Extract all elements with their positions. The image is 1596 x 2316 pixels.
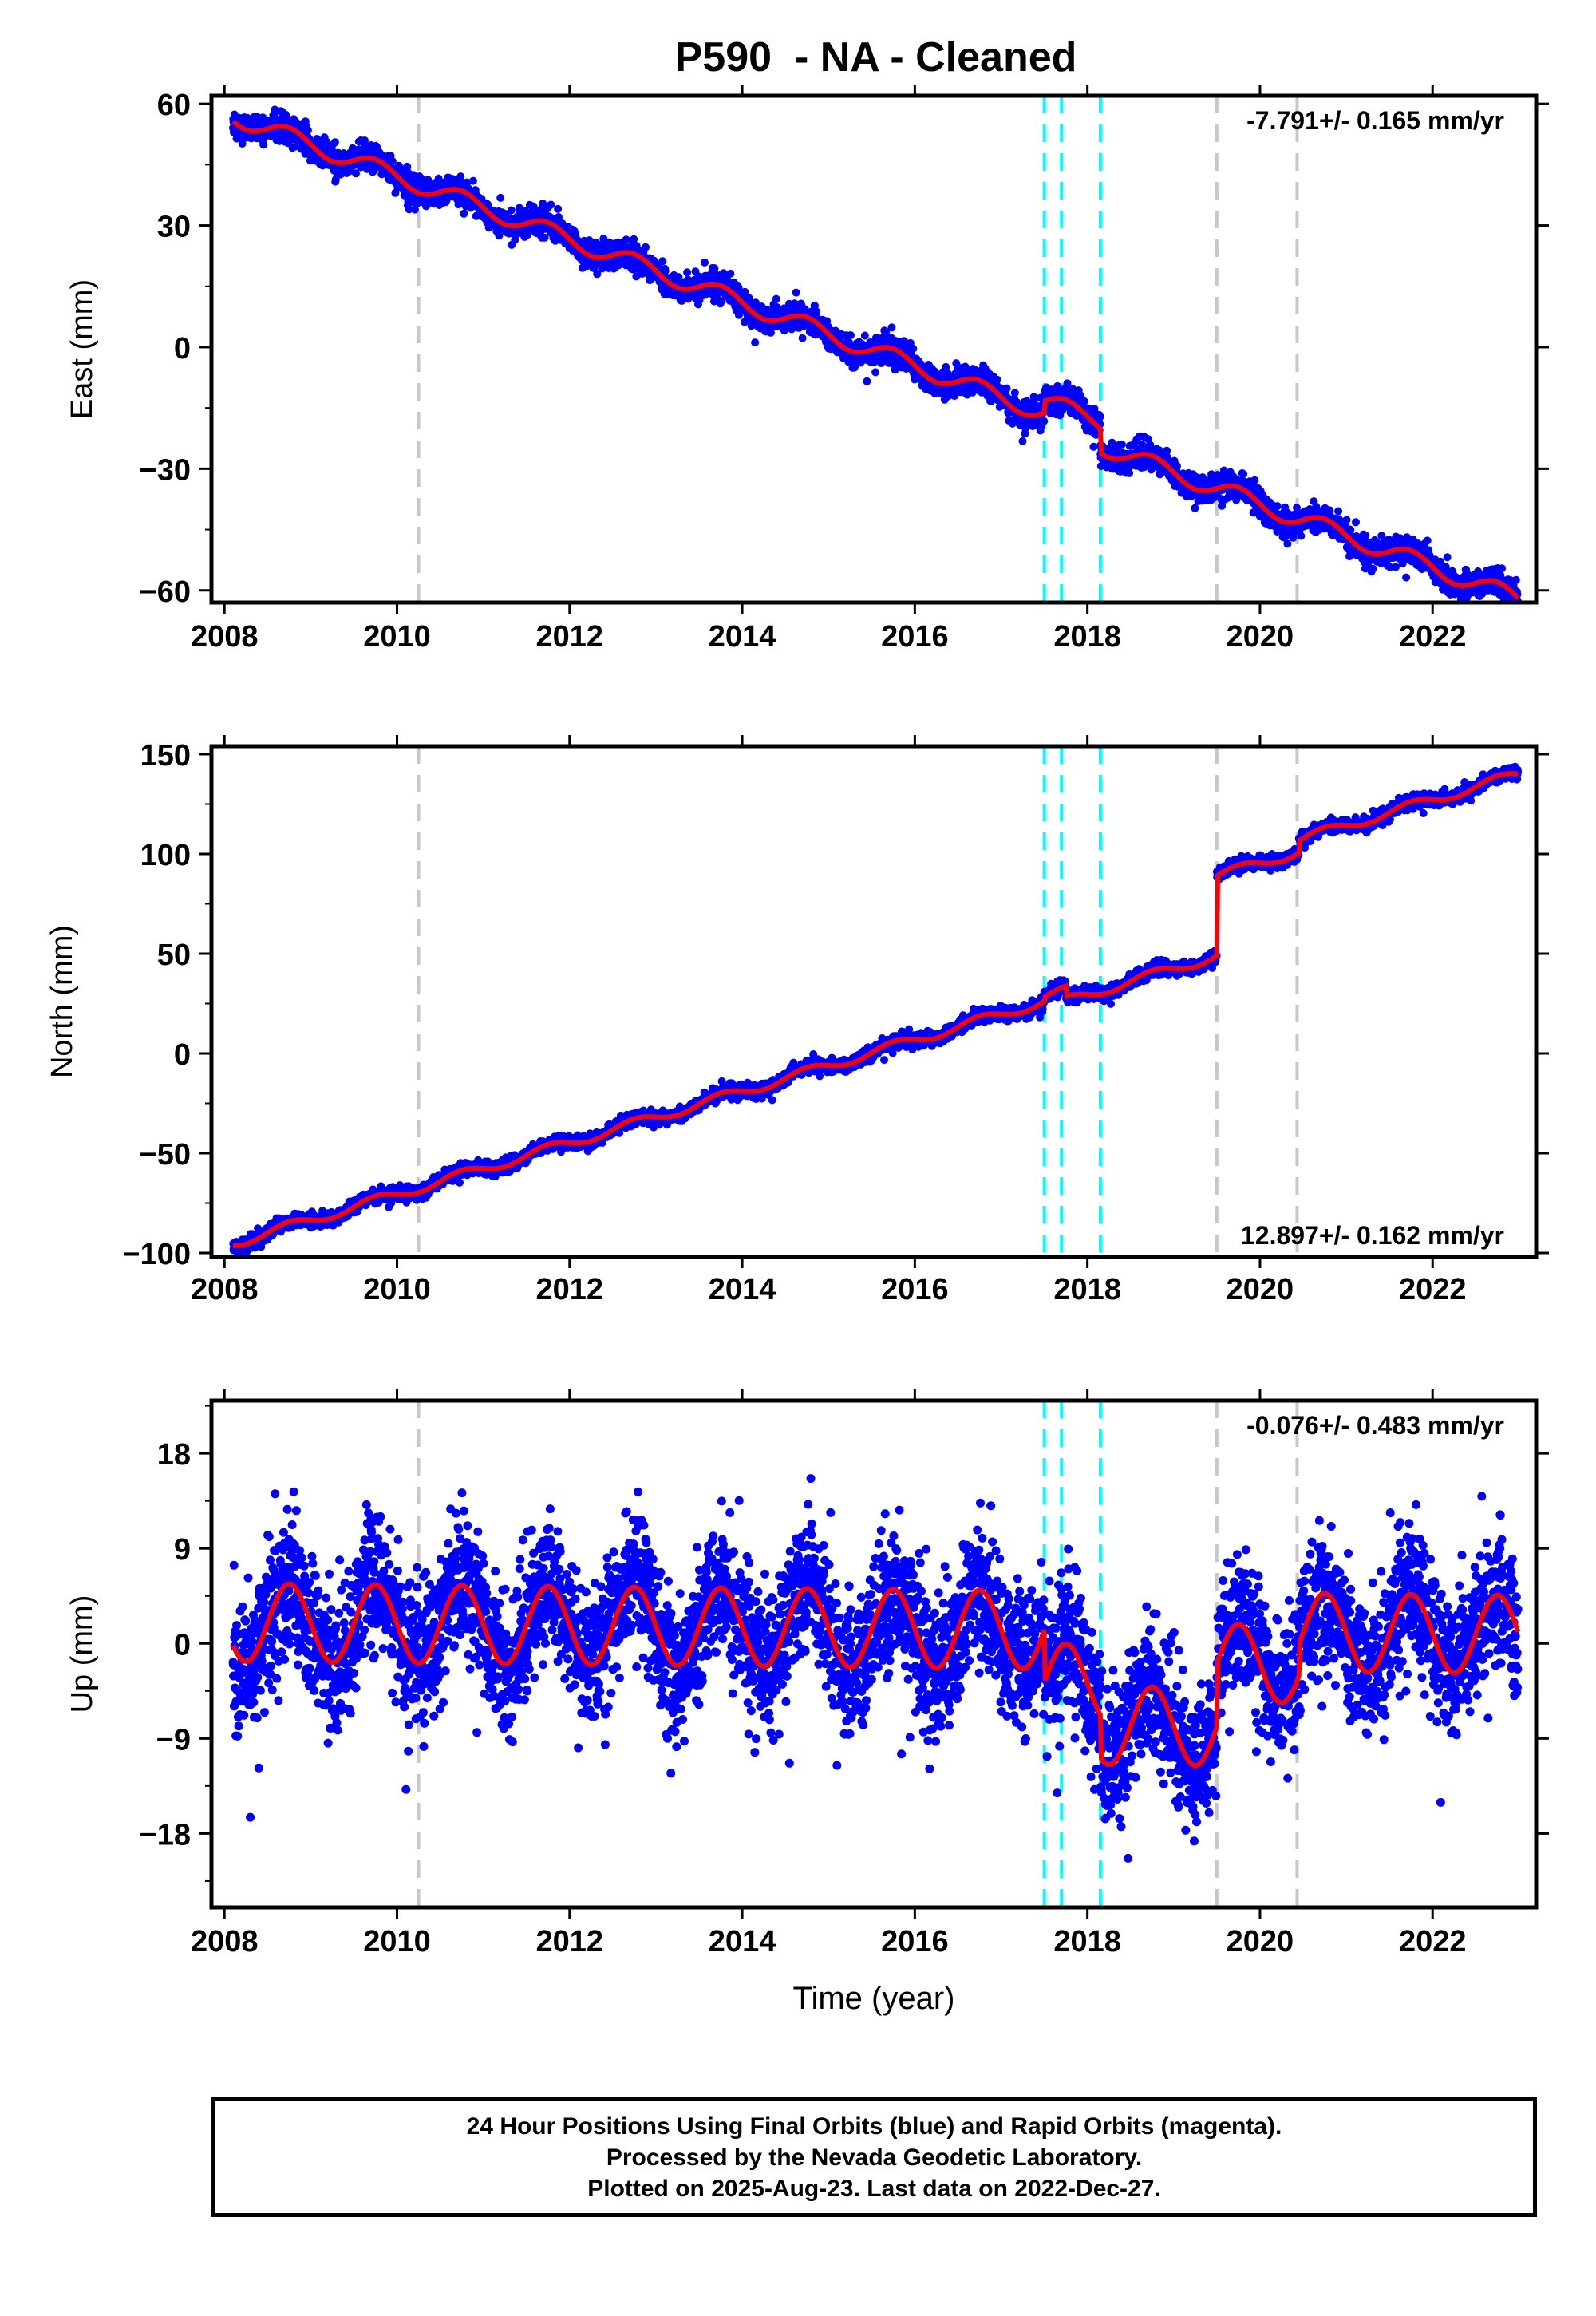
data-point: [909, 344, 918, 353]
data-point: [701, 258, 709, 267]
data-point: [1096, 413, 1104, 421]
data-point: [863, 377, 871, 385]
data-point: [322, 137, 330, 146]
data-point: [1369, 564, 1377, 573]
data-point: [642, 243, 650, 251]
data-point: [1010, 389, 1019, 397]
data-point: [507, 206, 516, 215]
data-point: [1117, 440, 1126, 449]
data-point: [1402, 573, 1411, 582]
data-point: [1250, 476, 1259, 484]
data-point: [1352, 518, 1360, 527]
data-point: [496, 193, 505, 202]
data-point: [1334, 507, 1343, 516]
data-points: [229, 105, 1523, 603]
data-point: [1018, 437, 1027, 445]
data-point: [1040, 417, 1049, 425]
data-point: [1002, 384, 1011, 393]
data-point: [1172, 462, 1181, 471]
data-point: [511, 231, 519, 239]
data-point: [798, 334, 807, 342]
data-point: [847, 331, 855, 339]
data-point: [1239, 470, 1248, 478]
data-point: [887, 323, 896, 332]
data-point: [1283, 539, 1292, 548]
data-point: [1443, 553, 1452, 562]
data-point: [1080, 397, 1088, 405]
data-point: [630, 235, 638, 243]
data-point: [460, 209, 468, 218]
data-point: [405, 205, 413, 214]
data-point: [1089, 442, 1098, 451]
data-point: [1423, 536, 1432, 545]
data-point: [1191, 504, 1199, 512]
data-point: [409, 171, 417, 180]
data-point: [658, 257, 667, 266]
data-point: [1297, 532, 1306, 540]
data-point: [792, 288, 800, 297]
data-point: [303, 126, 312, 135]
data-point: [871, 368, 880, 377]
data-point: [424, 176, 433, 184]
data-point: [352, 169, 360, 178]
plot-area: [229, 96, 1523, 603]
page-title: P590 - NA - Cleaned: [674, 34, 1077, 81]
data-point: [331, 175, 340, 184]
data-point: [993, 375, 1001, 384]
data-point: [622, 235, 630, 244]
data-point: [726, 269, 735, 278]
data-point: [468, 176, 477, 185]
data-point: [1125, 468, 1134, 477]
data-point: [259, 140, 268, 149]
data-point: [661, 267, 670, 275]
data-point: [683, 268, 692, 277]
data-point: [751, 338, 760, 347]
data-point: [554, 204, 563, 213]
data-point: [388, 157, 397, 166]
data-point: [1361, 532, 1370, 540]
data-point: [540, 233, 549, 242]
data-point: [1342, 516, 1351, 524]
data-point: [1273, 502, 1282, 511]
data-point: [860, 331, 869, 340]
data-point: [772, 294, 780, 303]
data-point: [593, 270, 602, 279]
data-point: [547, 200, 555, 209]
data-point: [403, 162, 412, 171]
data-point: [456, 172, 465, 181]
data-point: [1392, 563, 1400, 571]
data-point: [330, 138, 339, 147]
